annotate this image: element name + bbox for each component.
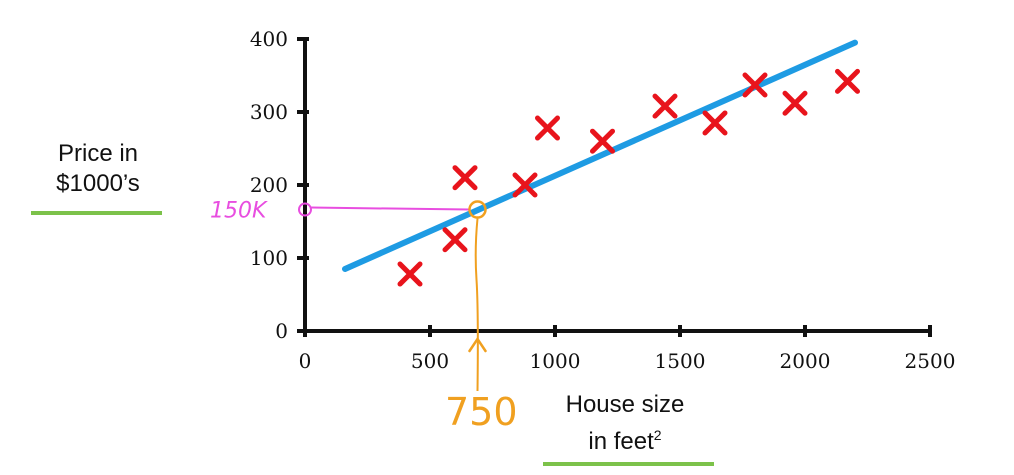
data-point (535, 115, 560, 141)
annotation-arrow-icon (468, 336, 487, 353)
data-point (512, 172, 538, 198)
data-point-stroke (512, 172, 538, 198)
y-tick-label: 100 (250, 246, 288, 270)
data-point (742, 72, 768, 98)
annotation-y-guide (310, 206, 470, 211)
annotation-y-label: 150K (210, 199, 268, 224)
x-axis-label-line1: House size (565, 391, 685, 418)
data-point-stroke (742, 72, 768, 98)
y-tick-label: 300 (250, 100, 288, 124)
data-point (782, 90, 808, 116)
x-axis-label-superscript: 2 (653, 427, 662, 443)
annotation-point-circle (468, 200, 487, 219)
y-axis-label: Price in $1000’s (28, 139, 168, 199)
y-tick-label: 200 (250, 173, 288, 197)
x-axis-label: House size in feet2 (535, 390, 715, 457)
y-axis-label-line2: $1000’s (56, 170, 140, 197)
x-tick-label: 500 (411, 349, 449, 373)
data-point-stroke (835, 68, 860, 94)
x-tick-label: 1000 (530, 349, 581, 373)
y-axis-label-line1: Price in (57, 140, 139, 167)
x-axis-label-underline (543, 462, 714, 466)
data-point (652, 93, 678, 119)
x-tick-label: 2500 (905, 349, 956, 373)
x-tick-label: 0 (299, 349, 312, 373)
data-point (590, 128, 615, 154)
x-tick-label: 2000 (780, 349, 831, 373)
data-point-stroke (442, 227, 468, 253)
x-axis-label-line2: in feet (588, 428, 654, 455)
data-point-stroke (652, 93, 678, 119)
x-tick-label: 1500 (655, 349, 706, 373)
annotation-x-label: 750 (445, 390, 518, 434)
data-point-stroke (702, 110, 728, 136)
annotation-y-marker (298, 202, 312, 217)
data-point (442, 227, 468, 253)
data-point (397, 261, 423, 287)
data-point-stroke (452, 165, 478, 191)
data-point-stroke (535, 115, 560, 141)
y-tick-label: 400 (250, 27, 288, 51)
annotation-x-guide (474, 218, 479, 392)
data-point (702, 110, 728, 136)
data-point (835, 68, 860, 94)
y-tick-label: 0 (275, 319, 288, 343)
data-point-stroke (590, 128, 615, 154)
data-point-stroke (782, 90, 808, 116)
regression-line (342, 39, 858, 272)
y-axis-label-underline (31, 211, 162, 215)
data-point-stroke (397, 261, 423, 287)
data-point (452, 165, 478, 191)
